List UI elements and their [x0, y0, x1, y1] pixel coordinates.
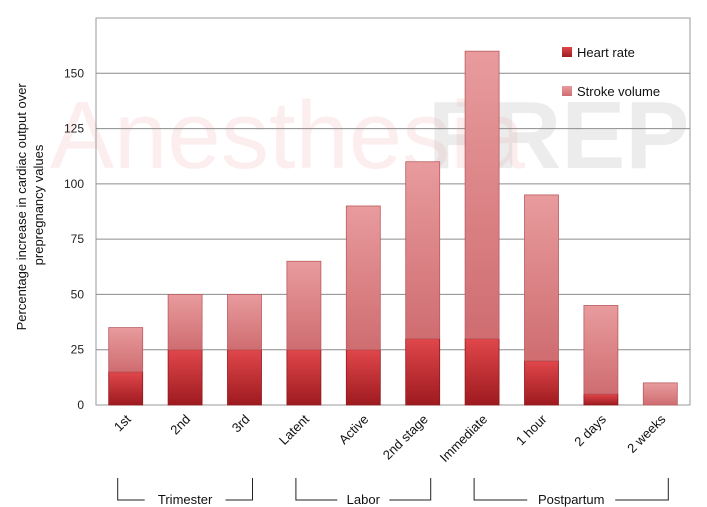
bar-stroke-volume: [405, 161, 441, 340]
y-tick-label: 50: [71, 287, 85, 301]
bar-heart-rate: [108, 371, 144, 406]
group-bracket-right: [389, 478, 432, 501]
bar-stroke-volume: [642, 382, 678, 406]
x-tick-label: 2 weeks: [624, 411, 669, 456]
group-bracket-left: [117, 478, 145, 501]
category-groups: Trimester Labor Postpartum: [117, 478, 669, 507]
x-tick-label: Active: [336, 412, 372, 448]
bar-stroke-volume: [167, 294, 203, 351]
bar-stroke-volume: [583, 305, 619, 395]
bar-heart-rate: [345, 349, 381, 406]
group-label: Postpartum: [538, 492, 604, 507]
x-axis-labels: 1st 2nd 3rd Latent Active 2nd stage Immediate 1…: [111, 411, 669, 465]
group-label: Labor: [347, 492, 381, 507]
y-axis-label-line-1: Percentage increase in cardiac output ov…: [14, 83, 29, 331]
bars: [108, 50, 678, 406]
y-tick-label: 75: [71, 232, 85, 246]
legend-swatch-heart-rate: [562, 47, 572, 57]
y-axis-label: Percentage increase in cardiac output ov…: [14, 80, 46, 331]
group-label: Trimester: [158, 492, 213, 507]
bar-heart-rate: [167, 349, 203, 406]
group-bracket-right: [615, 478, 669, 501]
bar-heart-rate: [286, 349, 322, 406]
bar-stroke-volume: [227, 294, 262, 351]
legend-swatch-stroke-volume: [562, 86, 572, 96]
x-tick-label: 2nd: [167, 412, 193, 438]
y-axis-label-line-2: prepregnancy values: [31, 144, 46, 265]
x-tick-label: Latent: [276, 411, 312, 447]
x-tick-label: Immediate: [437, 412, 491, 466]
y-tick-label: 150: [64, 66, 84, 80]
bar-stroke-volume: [108, 327, 144, 373]
x-tick-label: 2nd stage: [380, 412, 431, 463]
x-tick-label: 1st: [111, 411, 134, 434]
y-axis-ticks: 0 25 50 75 100 125 150: [64, 66, 84, 412]
bar-heart-rate: [464, 338, 500, 406]
y-tick-label: 100: [64, 177, 84, 191]
x-tick-label: 2 days: [571, 411, 609, 449]
bar-heart-rate: [227, 349, 262, 406]
x-tick-label: 3rd: [229, 412, 253, 436]
plot-area: [95, 17, 691, 406]
y-tick-label: 25: [71, 343, 85, 357]
group-bracket-left: [295, 478, 338, 501]
legend-label-stroke-volume: Stroke volume: [577, 84, 660, 99]
watermark-left: Anesthesia: [50, 82, 526, 189]
bar-heart-rate: [583, 393, 619, 406]
group-bracket-right: [225, 478, 253, 501]
y-tick-label: 0: [77, 398, 84, 412]
bar-stroke-volume: [524, 194, 559, 362]
bar-stroke-volume: [345, 205, 381, 351]
y-tick-label: 125: [64, 122, 84, 136]
bar-stroke-volume: [286, 260, 322, 351]
bar-heart-rate: [405, 338, 441, 406]
bar-heart-rate: [524, 360, 559, 406]
legend-label-heart-rate: Heart rate: [577, 45, 635, 60]
x-tick-label: 1 hour: [513, 411, 550, 448]
group-bracket-left: [473, 478, 528, 501]
legend: Heart rate Stroke volume: [562, 45, 660, 99]
bar-stroke-volume: [464, 50, 500, 340]
